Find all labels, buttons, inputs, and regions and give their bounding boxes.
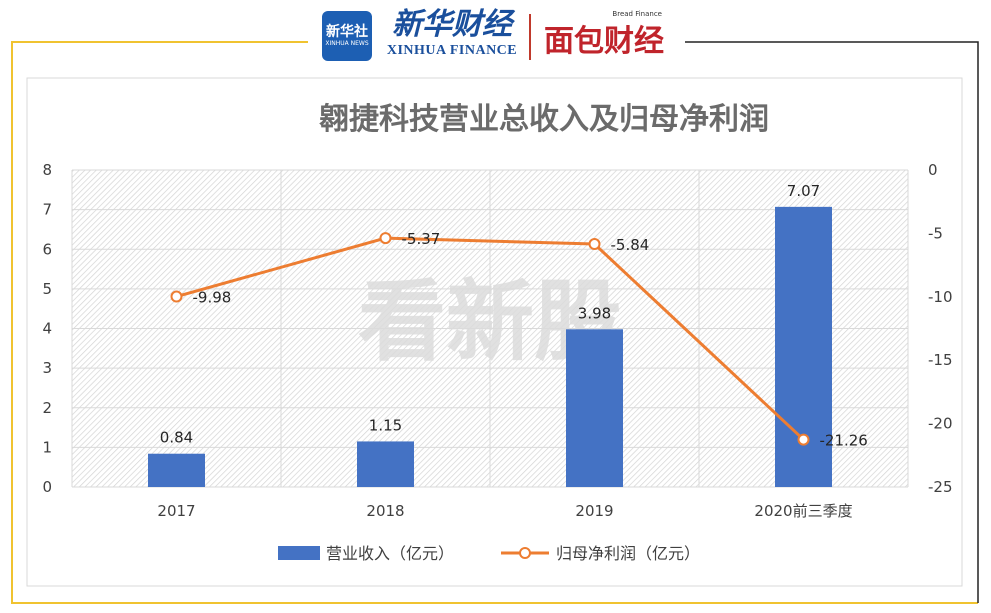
- y-right-tick-label: -20: [928, 415, 953, 433]
- xinhua-finance-cn: 新华财经: [392, 7, 512, 42]
- line-point: [170, 290, 183, 303]
- y-right-tick-label: -5: [928, 224, 943, 242]
- line-data-label: -5.37: [402, 230, 441, 248]
- line-data-label: -21.26: [820, 432, 868, 450]
- y-left-tick-label: 0: [42, 478, 52, 496]
- bar-data-label: 0.84: [160, 429, 193, 447]
- legend-bar-swatch: [278, 546, 320, 560]
- y-left-tick-label: 7: [42, 201, 52, 219]
- bread-finance-logo: Bread Finance 面包财经: [540, 8, 668, 66]
- bar-data-label: 7.07: [787, 182, 820, 200]
- x-tick-label: 2020前三季度: [754, 502, 852, 520]
- axes: 0 1 2 3 4 5 6 7 8 0 -5 -10 -15 -20 -25 2017 2018 2019 2020…: [42, 161, 952, 520]
- line-point: [379, 232, 392, 245]
- x-tick-label: 2018: [366, 502, 404, 520]
- y-right-tick-label: -15: [928, 351, 953, 369]
- line-path: [176, 236, 805, 441]
- bar-data-label: 1.15: [369, 416, 402, 434]
- frame-black-edge: [685, 41, 979, 603]
- gridlines: [71, 169, 909, 488]
- outer-frame: [11, 41, 979, 604]
- legend-line-label: 归母净利润（亿元）: [556, 544, 700, 563]
- bread-finance-cn: 面包财经: [544, 24, 664, 59]
- y-left-tick-label: 3: [42, 359, 52, 377]
- bread-finance-en: Bread Finance: [612, 10, 662, 18]
- legend-line-marker: [519, 547, 531, 559]
- legend-bar-label: 营业收入（亿元）: [326, 544, 454, 563]
- line-point: [588, 238, 601, 251]
- xinhua-finance-en: XINHUA FINANCE: [386, 43, 518, 58]
- bar: [566, 329, 623, 487]
- y-left-tick-label: 2: [42, 399, 52, 417]
- y-left-tick-label: 6: [42, 240, 52, 258]
- bar: [357, 441, 414, 487]
- legend: 营业收入（亿元） 归母净利润（亿元）: [278, 544, 700, 563]
- line-data-label: -9.98: [193, 289, 232, 307]
- y-right-tick-label: 0: [928, 161, 938, 179]
- frame-yellow-edge: [11, 41, 978, 604]
- logo-badge-cn: 新华社: [326, 24, 368, 40]
- y-left-tick-label: 8: [42, 161, 52, 179]
- bar-data-label: 3.98: [578, 304, 611, 322]
- line-data-label: -5.84: [611, 236, 650, 254]
- x-tick-label: 2017: [157, 502, 195, 520]
- y-right-tick-label: -25: [928, 478, 953, 496]
- y-right-tick-label: -10: [928, 288, 953, 306]
- x-tick-label: 2019: [575, 502, 613, 520]
- chart-title: 翱捷科技营业总收入及归母净利润: [319, 102, 769, 137]
- y-left-tick-label: 5: [42, 280, 52, 298]
- xinhua-finance-logo: 新华财经 XINHUA FINANCE: [382, 8, 522, 66]
- xinhua-news-logo: 新华社 XINHUA NEWS: [322, 11, 372, 61]
- line-series: -9.98 -5.37 -5.84 -21.26: [170, 230, 868, 450]
- bar: [148, 453, 205, 487]
- logo-divider: [529, 14, 531, 60]
- y-left-tick-label: 4: [42, 320, 52, 338]
- logo-badge-en: XINHUA NEWS: [325, 40, 369, 47]
- y-left-tick-label: 1: [42, 438, 52, 456]
- line-point: [797, 433, 810, 446]
